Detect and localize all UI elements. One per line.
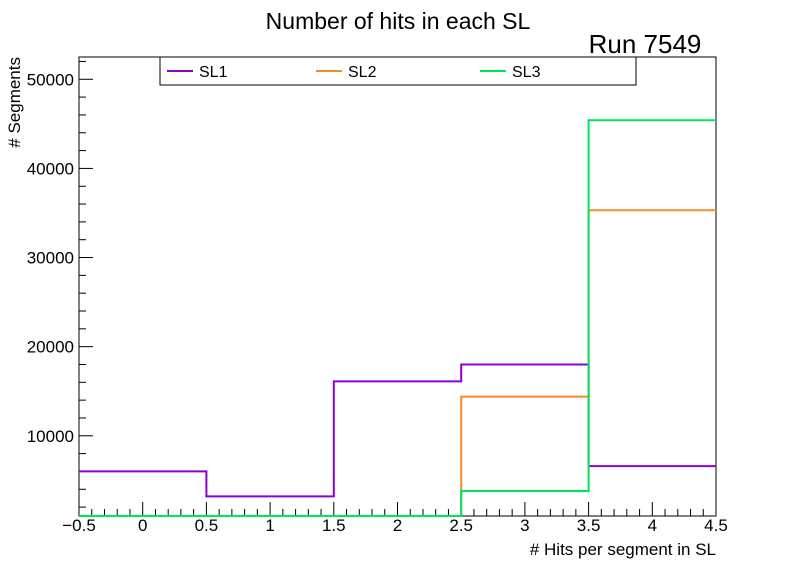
x-tick-label: 3.5 (577, 516, 601, 535)
x-tick-label: 2 (393, 516, 402, 535)
x-axis-label: # Hits per segment in SL (530, 540, 716, 559)
x-tick-label: 4.5 (704, 516, 728, 535)
series-line-sl1 (79, 363, 716, 498)
y-tick-label: 40000 (27, 159, 74, 178)
y-tick-label: 50000 (27, 70, 74, 89)
y-tick-label: 20000 (27, 338, 74, 357)
y-axis-label: # Segments (5, 57, 24, 148)
legend-label-sl2: SL2 (348, 64, 377, 81)
x-tick-label: −0.5 (62, 516, 96, 535)
series-layer (79, 119, 716, 517)
series-sl3 (79, 119, 716, 517)
y-tick-label: 30000 (27, 249, 74, 268)
series-line-sl3 (79, 119, 716, 517)
y-tick-label: 10000 (27, 427, 74, 446)
series-sl2 (79, 209, 716, 517)
run-annotation: Run 7549 (589, 29, 702, 59)
x-tick-label: 0.5 (195, 516, 219, 535)
series-line-sl2 (79, 209, 716, 517)
legend-box (159, 56, 637, 86)
x-tick-label: 0 (138, 516, 147, 535)
x-tick-label: 1 (265, 516, 274, 535)
legend-label-sl3: SL3 (512, 64, 541, 81)
x-tick-label: 3 (520, 516, 529, 535)
x-tick-label: 4 (648, 516, 657, 535)
x-tick-label: 2.5 (449, 516, 473, 535)
plot-frame (78, 56, 717, 517)
series-sl1 (79, 363, 716, 498)
legend-label-sl1: SL1 (199, 64, 228, 81)
x-tick-label: 1.5 (322, 516, 346, 535)
legend: SL1 SL2 SL3 (159, 56, 637, 86)
axis-ticks: −0.5 0 0.5 1 1.5 2 2.5 3 3.5 4 4.5 10000 20000 30000 4… (27, 60, 728, 535)
chart-title: Number of hits in each SL (266, 8, 531, 34)
